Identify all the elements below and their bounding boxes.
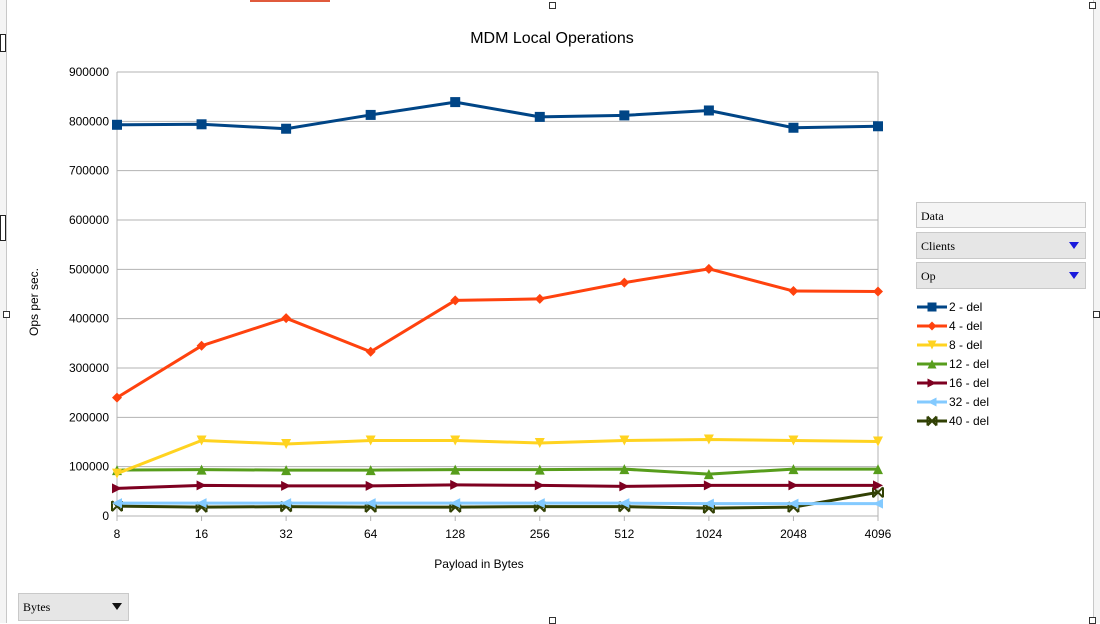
legend-label: 2 - del [949,299,982,315]
data-point [197,480,207,490]
legend-swatch [917,394,949,410]
legend-swatch [917,299,949,315]
legend-swatch [917,375,949,391]
data-point [366,481,376,491]
x-tick-label: 2048 [780,527,807,541]
y-tick-label: 500000 [69,262,109,276]
y-axis-label: Ops per sec. [27,268,41,336]
x-axis-label: Payload in Bytes [434,557,523,571]
data-point [112,120,122,130]
legend-label: 8 - del [949,337,982,353]
data-point [535,480,545,490]
x-tick-label: 128 [445,527,465,541]
data-point [281,124,291,134]
data-point [704,264,714,274]
data-point [788,286,798,296]
selection-handle [0,215,6,241]
data-point [535,294,545,304]
y-tick-label: 400000 [69,312,109,326]
y-tick-label: 700000 [69,164,109,178]
x-tick-label: 32 [279,527,293,541]
x-tick-label: 512 [614,527,634,541]
y-tick-label: 600000 [69,213,109,227]
y-tick-label: 300000 [69,361,109,375]
series-4-del [112,264,883,403]
data-point [619,110,629,120]
pivot-bytes-label: Bytes [23,600,50,614]
data-point [535,112,545,122]
pivot-data-field[interactable]: Data [916,202,1086,228]
data-point [704,105,714,115]
dropdown-arrow-icon[interactable] [1069,272,1079,279]
pivot-data-label: Data [921,209,944,223]
y-tick-label: 0 [102,509,109,523]
dropdown-arrow-icon[interactable] [1069,242,1079,249]
data-point [928,379,937,388]
data-point [619,278,629,288]
legend-swatch [917,337,949,353]
pivot-clients-label: Clients [921,239,955,253]
series-line [117,469,878,474]
data-point [704,480,714,490]
legend-label: 40 - del [949,413,989,429]
data-point [928,303,937,312]
x-tick-label: 4096 [865,527,892,541]
data-point [788,123,798,133]
x-tick-label: 1024 [696,527,723,541]
series-40-del [112,487,883,513]
series-line [117,269,878,398]
data-point [366,110,376,120]
legend-swatch [917,413,949,429]
legend-swatch [917,318,949,334]
series-16-del [112,480,883,493]
data-point [928,322,937,331]
resize-handle[interactable] [3,311,10,318]
resize-handle[interactable] [549,2,556,9]
data-point [619,481,629,491]
legend-label: 32 - del [949,394,989,410]
series-layer [112,97,883,513]
gridlines [117,72,878,516]
series-line [117,102,878,129]
pivot-bytes-field[interactable]: Bytes [18,593,129,621]
y-tick-label: 900000 [69,65,109,79]
data-point [928,398,937,407]
legend-label: 4 - del [949,318,982,334]
pivot-op-label: Op [921,269,936,283]
data-point [450,480,460,490]
series-2-del [112,97,883,134]
y-tick-label: 800000 [69,114,109,128]
data-point [873,121,883,131]
ruler-marker [250,0,330,2]
legend-swatch [917,356,949,372]
x-tick-label: 16 [195,527,209,541]
pivot-op-field[interactable]: Op [916,262,1086,289]
dropdown-arrow-icon[interactable] [112,603,122,610]
data-point [450,97,460,107]
y-tick-label: 100000 [69,460,109,474]
legend-label: 12 - del [949,356,989,372]
legend-label: 16 - del [949,375,989,391]
x-tick-label: 64 [364,527,378,541]
data-point [281,313,291,323]
pivot-clients-field[interactable]: Clients [916,232,1086,259]
series-line [117,485,878,488]
data-point [197,119,207,129]
y-tick-label: 200000 [69,410,109,424]
chart-title: MDM Local Operations [470,30,634,47]
data-point [873,287,883,297]
x-tick-label: 256 [530,527,550,541]
resize-handle[interactable] [1089,2,1096,9]
data-point [788,480,798,490]
data-point [281,481,291,491]
x-tick-label: 8 [114,527,121,541]
resize-handle[interactable] [1093,311,1100,318]
selection-handle [0,34,6,52]
series-line [117,492,878,508]
